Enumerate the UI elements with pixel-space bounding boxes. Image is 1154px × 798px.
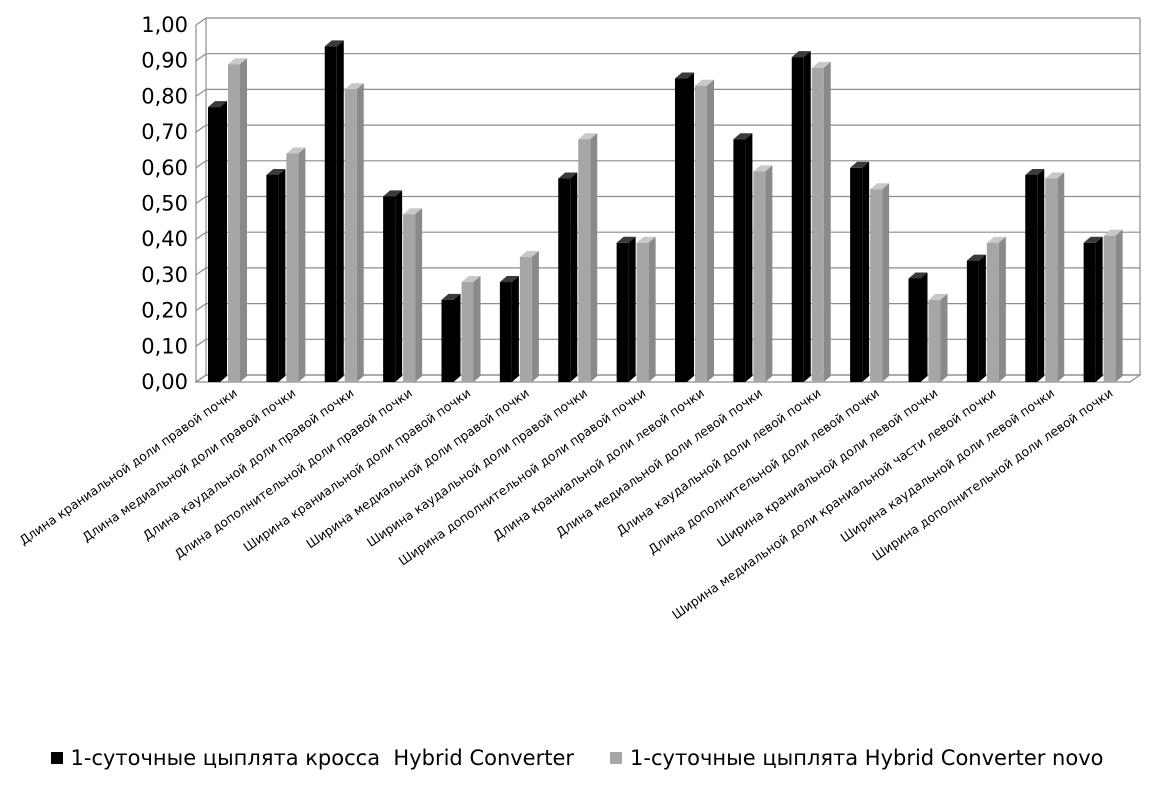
legend-swatch-series-2 (610, 752, 623, 764)
y-tick-label: 0,60 (141, 156, 188, 180)
legend-swatch-series-1 (50, 752, 63, 764)
bar-1-4 (383, 190, 403, 382)
x-tick-label: Ширина каудальной доли левой почки (837, 385, 1057, 545)
x-tick-label: Длина каудальной доли левой почки (614, 385, 824, 538)
bar-2-15 (1045, 172, 1065, 382)
bar-1-8 (616, 236, 636, 382)
bar-2-8 (636, 236, 656, 382)
y-axis-ticks: 0,00 0,10 0,20 0,30 0,40 0,50 0,60 0,70 0,80 0,90… (141, 13, 188, 394)
bar-1-2 (266, 168, 286, 382)
x-tick-label: Длина каудальной доли правой почки (140, 385, 357, 543)
side-wall-line (195, 303, 207, 312)
bar-1-6 (499, 276, 519, 382)
bar-1-11 (791, 51, 811, 382)
bar-2-6 (519, 251, 539, 382)
bar-2-11 (811, 61, 831, 383)
bar-2-4 (403, 208, 423, 382)
side-wall-line (195, 231, 207, 240)
y-tick-label: 1,00 (141, 13, 188, 37)
bar-1-5 (441, 293, 461, 382)
legend-label-series-1: 1-суточные цыплята кросса Hybrid Convert… (70, 746, 575, 770)
bar-1-9 (675, 72, 694, 383)
side-wall-line (195, 338, 207, 347)
x-tick-label: Длина краниальной доли правой почки (16, 385, 239, 548)
side-wall-line (195, 17, 207, 26)
bar-1-10 (733, 133, 753, 382)
bar-2-10 (753, 165, 773, 382)
legend-item-series-1: 1-суточные цыплята кросса Hybrid Convert… (50, 746, 575, 770)
legend-item-series-2: 1-суточные цыплята Hybrid Converter novo (610, 746, 1104, 770)
bar-2-14 (986, 236, 1006, 382)
x-tick-label: Длина медиальной доли левой почки (553, 385, 765, 540)
x-axis-ticks: Длина краниальной доли правой почкиДлина… (16, 385, 1115, 622)
y-tick-label: 0,00 (141, 370, 188, 394)
legend-label-series-2: 1-суточные цыплята Hybrid Converter novo (630, 746, 1104, 770)
bar-1-1 (208, 101, 227, 383)
bar-2-2 (286, 147, 306, 382)
legend: 1-суточные цыплята кросса Hybrid Convert… (0, 746, 1154, 770)
bar-2-12 (870, 183, 890, 382)
bar-1-14 (966, 254, 986, 382)
bar-chart: 0,00 0,10 0,20 0,30 0,40 0,50 0,60 0,70 0,80 0,90… (16, 13, 1142, 622)
y-tick-label: 0,40 (141, 227, 188, 251)
bar-2-9 (695, 79, 714, 382)
bar-1-7 (558, 172, 578, 382)
y-tick-label: 0,80 (141, 84, 188, 108)
bar-1-16 (1083, 236, 1103, 382)
y-tick-label: 0,30 (141, 263, 188, 287)
bar-2-7 (578, 133, 598, 382)
y-tick-label: 0,10 (141, 334, 188, 358)
bar-2-1 (228, 58, 247, 383)
x-tick-label: Длина краниальной доли левой почки (490, 385, 707, 543)
side-wall-line (195, 124, 207, 133)
bar-1-3 (324, 40, 344, 383)
bar-2-3 (344, 83, 364, 382)
y-tick-label: 0,20 (141, 299, 188, 323)
side-wall-line (195, 196, 207, 204)
x-tick-label: Длина медиальной доли правой почки (79, 385, 298, 544)
bar-1-13 (908, 272, 928, 382)
bar-2-13 (928, 293, 948, 382)
bar-1-15 (1025, 168, 1045, 382)
bar-2-5 (461, 276, 481, 382)
side-wall-line (195, 53, 207, 62)
side-wall-line (195, 88, 207, 97)
y-tick-label: 0,50 (141, 192, 188, 216)
side-wall-line (195, 267, 207, 276)
bars (208, 40, 1123, 383)
y-tick-label: 0,70 (141, 120, 188, 144)
y-tick-label: 0,90 (141, 49, 188, 73)
side-wall-line (195, 160, 207, 169)
bar-1-12 (850, 161, 870, 382)
bar-2-16 (1103, 229, 1123, 382)
